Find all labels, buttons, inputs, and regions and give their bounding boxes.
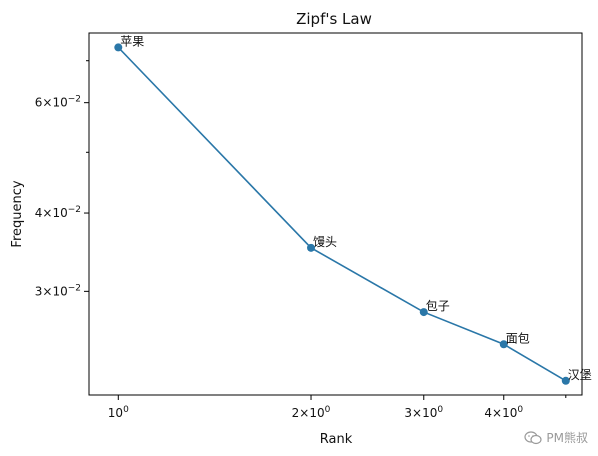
data-point: [114, 43, 123, 52]
y-axis-label: Frequency: [10, 180, 25, 247]
points-layer: [114, 43, 570, 385]
x-tick-label: 100: [108, 405, 129, 420]
x-ticks: 100 2×100 3×100 4×100: [108, 395, 567, 420]
point-label: 包子: [426, 299, 450, 313]
watermark: PM熊叔: [524, 429, 588, 446]
data-point: [499, 340, 508, 349]
y-tick-label: 6×10−2: [35, 95, 81, 110]
watermark-text: PM熊叔: [546, 431, 588, 445]
x-tick-label: 4×100: [484, 405, 523, 420]
x-axis-label: Rank: [320, 432, 353, 447]
data-point: [307, 243, 316, 252]
chart-title: Zipf's Law: [296, 10, 372, 28]
point-label: 汉堡: [568, 367, 592, 382]
point-label: 苹果: [120, 34, 144, 48]
plot-frame: [88, 32, 583, 396]
data-point: [419, 308, 428, 317]
y-ticks: 3×10−2 4×10−2 6×10−2: [35, 60, 89, 298]
point-label: 面包: [506, 331, 530, 345]
wechat-icon: [524, 430, 543, 444]
y-tick-label: 4×10−2: [35, 205, 81, 220]
x-tick-label: 2×100: [292, 405, 331, 420]
series-layer: [117, 46, 567, 382]
point-label: 馒头: [313, 235, 337, 249]
x-tick-label: 3×100: [404, 405, 443, 420]
y-tick-label: 3×10−2: [35, 283, 81, 298]
series-line: [117, 46, 567, 382]
data-point: [561, 376, 570, 385]
